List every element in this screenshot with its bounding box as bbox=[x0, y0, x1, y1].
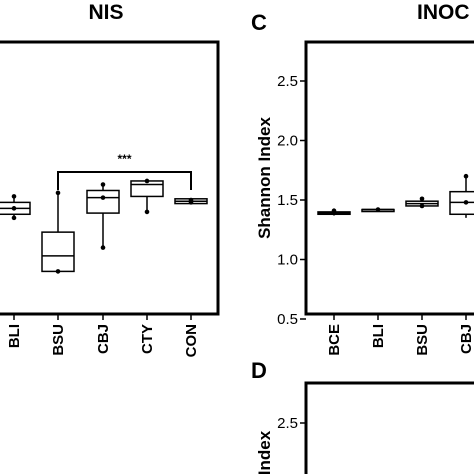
panel-d-y-label: Index bbox=[255, 430, 274, 474]
panel-c-bsu-point-0 bbox=[419, 203, 425, 209]
panel-c-y-tick-label-4: 2.5 bbox=[277, 73, 298, 90]
panel-c-x-ticks: BCE BLI BSU CBJ bbox=[326, 314, 474, 356]
panel-b-cbj-point-1 bbox=[100, 195, 106, 200]
panel-c-cbj-point-0 bbox=[463, 200, 469, 205]
panel-b-title: NIS bbox=[88, 1, 123, 24]
panel-b-cty-point-0 bbox=[144, 209, 150, 215]
panel-c-frame bbox=[304, 40, 474, 316]
panel-c-y-ticks: 0.5 1.0 1.5 2.0 2.5 bbox=[277, 73, 306, 328]
panel-b-significance-bracket-0 bbox=[57, 171, 192, 190]
panel-c-title: INOC bbox=[417, 1, 470, 24]
panel-c-y-tick-label-3: 2.0 bbox=[277, 133, 298, 150]
panel-c-y-tick-label-2: 1.5 bbox=[277, 192, 298, 209]
panel-b-cbj-box bbox=[86, 189, 120, 214]
panel-b-bsu-point-0 bbox=[55, 269, 61, 274]
panel-c-x-tick-label-bce: BCE bbox=[326, 324, 343, 356]
panel-b-bsu-point-1 bbox=[55, 190, 61, 196]
panel-b-cty-box bbox=[130, 180, 164, 198]
panel-b-bsu-box bbox=[41, 231, 75, 273]
panel-b-x-tick-label-cbj: CBJ bbox=[95, 324, 112, 354]
panel-b-x-tick-label-cty: CTY bbox=[139, 324, 156, 354]
panel-c-bce-point-1 bbox=[331, 208, 337, 214]
panel-d-frame bbox=[304, 381, 474, 474]
panel-c-cbj-point-1 bbox=[463, 173, 469, 179]
panel-b-cty-point-1 bbox=[144, 178, 150, 184]
panel-c-y-tick-label-1: 1.0 bbox=[277, 252, 298, 269]
panel-b-x-ticks: BLI BSU CBJ CTY CON bbox=[6, 314, 200, 357]
panel-c-letter: C bbox=[251, 10, 267, 35]
panel-b-x-tick-label-bli: BLI bbox=[6, 324, 23, 348]
panel-d-y-tick-label: 2.5 bbox=[277, 415, 298, 432]
panel-b-cbj-point-0 bbox=[100, 245, 106, 250]
panel-b-x-tick-label-con: CON bbox=[183, 324, 200, 357]
panel-c-x-tick-label-bsu: BSU bbox=[414, 324, 431, 356]
panel-b-bli-point-2 bbox=[11, 194, 17, 199]
panel-c-x-tick-label-cbj: CBJ bbox=[458, 324, 474, 354]
panel-b-x-tick-label-bsu: BSU bbox=[50, 324, 67, 356]
panel-c-bli-point-0 bbox=[375, 207, 381, 212]
panel-c-marks bbox=[317, 173, 474, 218]
panel-b-frame bbox=[0, 40, 220, 316]
panel-b-marks: *** bbox=[0, 152, 208, 274]
panel-b-cbj-point-2 bbox=[100, 182, 106, 187]
panel-c-y-label: Shannon Index bbox=[255, 117, 274, 239]
panel-b-bli-point-1 bbox=[11, 206, 17, 211]
panel-d-letter: D bbox=[251, 358, 267, 383]
panel-c-y-tick-label-0: 0.5 bbox=[277, 311, 298, 328]
panel-b-significance-label-0: *** bbox=[117, 152, 131, 166]
panel-b-bli-point-0 bbox=[11, 215, 17, 221]
panel-c-x-tick-label-bli: BLI bbox=[370, 324, 387, 348]
panel-b-con-point-1 bbox=[188, 197, 194, 203]
panel-c-bsu-point-1 bbox=[419, 196, 425, 202]
